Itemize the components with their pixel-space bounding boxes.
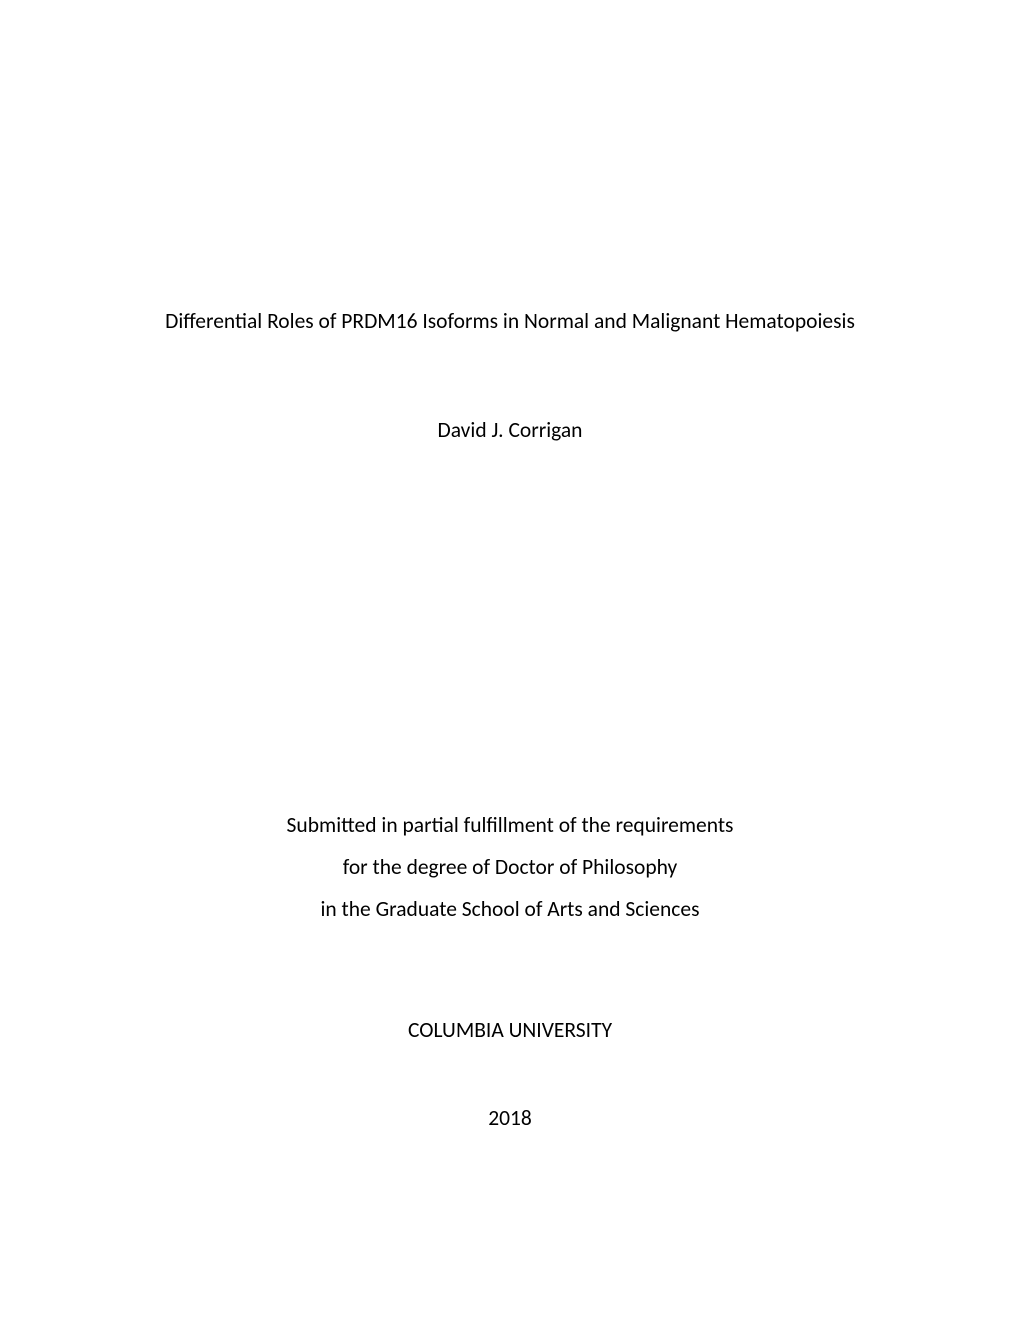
university-name: COLUMBIA UNIVERSITY	[0, 1017, 1020, 1043]
submission-line-3: in the Graduate School of Arts and Scien…	[0, 889, 1020, 931]
author-name: David J. Corrigan	[0, 417, 1020, 443]
submission-line-2: for the degree of Doctor of Philosophy	[0, 847, 1020, 889]
title-page: Differential Roles of PRDM16 Isoforms in…	[0, 0, 1020, 1320]
year: 2018	[0, 1105, 1020, 1131]
submission-statement: Submitted in partial fulfillment of the …	[0, 805, 1020, 931]
submission-line-1: Submitted in partial fulfillment of the …	[0, 805, 1020, 847]
thesis-title: Differential Roles of PRDM16 Isoforms in…	[0, 308, 1020, 334]
